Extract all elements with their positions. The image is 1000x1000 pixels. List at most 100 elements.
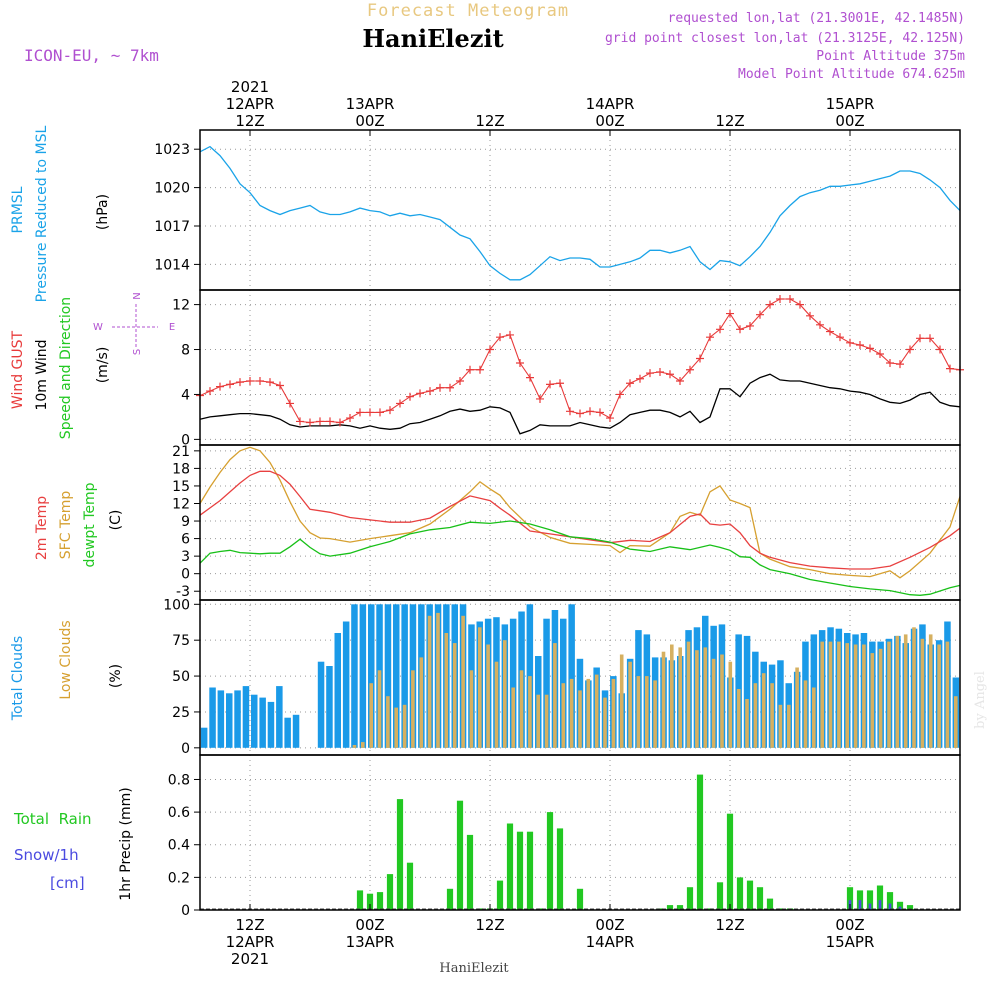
rain-bar bbox=[886, 892, 894, 910]
low-cloud-bar bbox=[645, 676, 649, 748]
wind-gust-marker bbox=[946, 364, 954, 373]
wind-gust-marker bbox=[746, 321, 754, 330]
pressure-line bbox=[199, 145, 961, 281]
total-cloud-bar bbox=[384, 604, 392, 748]
low-cloud-bar bbox=[678, 647, 682, 748]
wind-label-gust: Wind GUST bbox=[10, 330, 26, 409]
low-cloud-bar bbox=[469, 670, 474, 748]
ytick-label-clouds: 25 bbox=[172, 705, 190, 721]
wind-gust-marker bbox=[266, 378, 274, 387]
wind-gust-marker bbox=[816, 320, 824, 329]
rain-bar bbox=[906, 905, 914, 910]
cloud-label-total: Total Clouds bbox=[10, 636, 26, 721]
rain-bar bbox=[866, 890, 874, 910]
pressure-unit: (hPa) bbox=[95, 194, 111, 230]
wind-gust-marker bbox=[546, 380, 554, 389]
low-cloud-bar bbox=[411, 670, 415, 748]
rain-bar bbox=[356, 890, 364, 910]
total-cloud-bar bbox=[743, 635, 751, 748]
low-cloud-bar bbox=[753, 683, 758, 748]
low-cloud-bar bbox=[720, 654, 724, 748]
precip-unit: 1hr Precip (mm) bbox=[118, 787, 134, 900]
wind-gust-marker bbox=[486, 345, 494, 354]
rain-bar bbox=[726, 813, 734, 910]
wind-gust-marker bbox=[356, 408, 364, 417]
top-time-hour: 12Z bbox=[475, 112, 504, 130]
low-cloud-bar bbox=[770, 683, 774, 748]
cloud-label-low: Low Clouds bbox=[58, 620, 74, 699]
ytick-label-pressure: 1014 bbox=[154, 257, 190, 273]
ytick-label-precip: 0.6 bbox=[168, 805, 190, 821]
ytick-label-temp: 18 bbox=[172, 461, 190, 477]
total-cloud-bar bbox=[251, 694, 258, 748]
low-cloud-bar bbox=[887, 641, 891, 748]
model-label: ICON-EU, ~ 7km bbox=[24, 46, 159, 65]
rain-bar bbox=[876, 885, 884, 910]
total-cloud-bar bbox=[200, 727, 208, 748]
low-cloud-bar bbox=[352, 745, 357, 748]
wind-gust-marker bbox=[446, 383, 454, 392]
low-cloud-bar bbox=[928, 634, 933, 748]
wind-gust-marker bbox=[366, 408, 374, 417]
wind-gust-marker bbox=[236, 378, 244, 387]
wind-gust-marker bbox=[706, 333, 714, 342]
low-cloud-bar bbox=[494, 661, 499, 748]
rain-bar bbox=[896, 901, 904, 910]
wind-gust-marker bbox=[656, 367, 664, 376]
ytick-label-pressure: 1017 bbox=[154, 219, 190, 235]
wind-label-10m: 10m Wind bbox=[34, 339, 50, 410]
ytick-label-temp: 21 bbox=[172, 444, 190, 460]
total-cloud-bar bbox=[317, 661, 325, 748]
total-cloud-bar bbox=[259, 697, 266, 748]
model-altitude: Model Point Altitude 674.625m bbox=[738, 67, 965, 82]
ytick-label-clouds: 75 bbox=[172, 633, 190, 649]
gridpoint-coords: grid point closest lon,lat (21.3125E, 42… bbox=[605, 31, 965, 46]
wind-gust-marker bbox=[276, 381, 284, 390]
wind-gust-marker bbox=[926, 334, 934, 343]
low-cloud-bar bbox=[628, 661, 632, 748]
low-cloud-bar bbox=[853, 644, 858, 748]
bottom-time-date: 14APR bbox=[586, 933, 635, 951]
low-cloud-bar bbox=[553, 643, 557, 748]
wind-gust-marker bbox=[936, 345, 944, 354]
total-cloud-bar bbox=[226, 693, 233, 748]
rain-bar bbox=[546, 812, 554, 910]
ytick-label-wind: 12 bbox=[172, 298, 190, 314]
low-cloud-bar bbox=[954, 696, 958, 748]
wind-gust-marker bbox=[836, 333, 844, 342]
low-cloud-bar bbox=[912, 627, 916, 748]
wind-gust-marker bbox=[216, 382, 224, 391]
low-cloud-bar bbox=[377, 670, 382, 748]
rain-bar bbox=[676, 905, 684, 910]
precip-panel-labels: Total Rain Snow/1h [cm] 1hr Precip (mm) bbox=[13, 787, 134, 900]
low-cloud-bar bbox=[452, 643, 457, 748]
rain-bar bbox=[756, 887, 764, 910]
low-cloud-bar bbox=[402, 704, 407, 748]
wind-gust-marker bbox=[226, 380, 234, 389]
ytick-label-wind: 0 bbox=[181, 432, 190, 448]
temp-unit: (C) bbox=[108, 510, 124, 531]
rain-bar bbox=[396, 799, 404, 910]
ytick-label-temp: 3 bbox=[181, 549, 190, 565]
bottom-time-hour: 00Z bbox=[595, 916, 624, 934]
ytick-label-precip: 0 bbox=[181, 903, 190, 919]
low-cloud-bar bbox=[361, 742, 365, 748]
total-cloud-bar bbox=[326, 666, 333, 748]
low-cloud-bar bbox=[544, 694, 549, 748]
rain-bar bbox=[716, 882, 724, 910]
wind-gust-marker bbox=[416, 389, 424, 398]
ytick-label-temp: 9 bbox=[181, 514, 190, 530]
low-cloud-bar bbox=[653, 680, 657, 748]
wind-gust-marker bbox=[666, 370, 674, 379]
low-cloud-bar bbox=[711, 658, 716, 748]
rain-bar bbox=[556, 828, 564, 910]
rain-bar bbox=[496, 880, 504, 910]
low-cloud-bar bbox=[619, 654, 624, 748]
temp-dewpt-line bbox=[199, 520, 961, 596]
low-cloud-bar bbox=[787, 704, 791, 748]
low-cloud-bar bbox=[436, 612, 440, 748]
bottom-time-hour: 00Z bbox=[835, 916, 864, 934]
wind-gust-marker bbox=[886, 359, 894, 368]
low-cloud-bar bbox=[369, 683, 373, 748]
